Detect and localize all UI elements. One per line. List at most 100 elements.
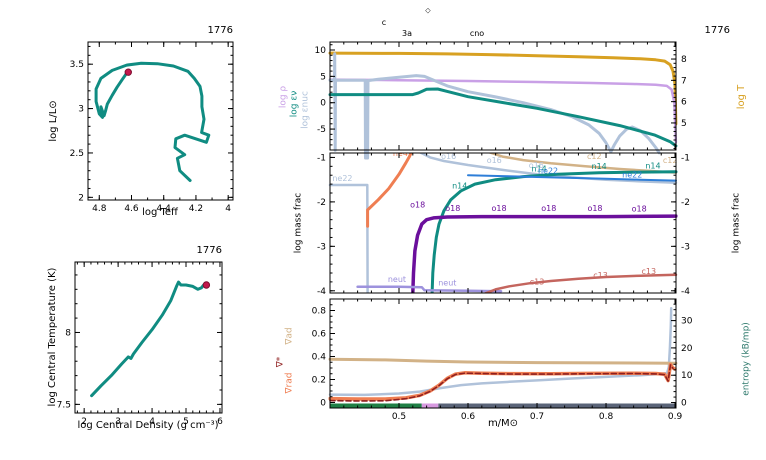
log-rho-axis-label: log ρ: [278, 85, 289, 109]
series-c13: [484, 273, 678, 294]
curve-label-c12: c12: [587, 152, 602, 161]
mixing-strip-convective: [330, 403, 422, 408]
series-o18: [411, 214, 678, 294]
series-n14: [430, 170, 678, 294]
plot-frame: [329, 152, 677, 294]
curve-label-o18: o18: [587, 204, 602, 213]
x-tick-label: 0.7: [530, 412, 544, 422]
y-tick-label: 3: [78, 105, 84, 115]
profile-panel-top: 10 5 0 -5 8 7 6 5: [315, 41, 687, 160]
y-tick-label: 2: [78, 193, 84, 203]
x-tick-label: 6: [217, 417, 223, 427]
trho-x-axis-label: log Central Density (g cm⁻³): [77, 420, 219, 431]
curve-label-o16: o16: [487, 156, 502, 165]
y-tick-label: 0.6: [312, 329, 327, 339]
profile-model-number: 1776: [704, 25, 730, 36]
curve-label-o18: o18: [632, 205, 647, 214]
curve-label-neut: neut: [438, 278, 456, 287]
y2-tick-label: 6: [681, 98, 687, 108]
y2-tick-label: -2: [681, 198, 690, 208]
y2-tick-label: 8: [681, 55, 687, 65]
y-tick-label: 7.5: [57, 400, 71, 410]
curve-label-o16: o16: [441, 152, 456, 161]
series-entropy: [328, 307, 673, 397]
y-tick-label: 3.5: [70, 60, 84, 70]
series-log-rho: [328, 78, 678, 144]
y2-tick-label: -1: [681, 153, 690, 163]
burn-tag-3a: 3a: [402, 29, 412, 38]
y-tick-label: -2: [317, 198, 326, 208]
x-tick-label: 4: [149, 417, 155, 427]
log-eps-nu-axis-label: log εν: [289, 90, 300, 118]
profile-x-axis-label: m/M⊙: [487, 418, 519, 429]
x-tick-label: 5: [183, 417, 189, 427]
y-tick-label: -5: [317, 125, 326, 135]
y2-tick-label: -3: [681, 242, 690, 252]
hr-x-axis-label: log Teff: [142, 207, 178, 218]
series-log-eps-nu: [328, 87, 678, 148]
y-tick-label: 5: [320, 72, 326, 82]
x-tick-label: 4.4: [157, 204, 172, 214]
burn-marker-diamond: ◇: [425, 6, 431, 15]
x-tick-label: 0.9: [668, 412, 683, 422]
y-tick-label: 2.5: [70, 149, 84, 159]
y-tick-label: -4: [317, 287, 326, 297]
y-tick-label: -3: [317, 242, 326, 252]
curve-label-c13: c13: [593, 271, 608, 280]
hr-model-number: 1776: [207, 25, 233, 36]
y2-tick-label: 7: [681, 76, 687, 86]
plot-frame: [329, 41, 677, 151]
y-tick-label: 10: [315, 46, 327, 56]
y2-tick-label: -4: [681, 287, 690, 297]
burn-tag-c: c: [381, 18, 387, 27]
grad-rad-label: ∇rad: [284, 372, 295, 394]
series-central-trho-track: [90, 280, 208, 398]
y2-tick-label: 20: [681, 344, 693, 354]
curve-label-ne22: ne22: [622, 170, 642, 179]
plot-frame: [87, 41, 234, 201]
trho-model-number: 1776: [196, 245, 222, 256]
series-log-eps-nuc: [328, 52, 661, 160]
y2-tick-label: 5: [681, 119, 687, 129]
x-tick-label: 0.6: [461, 412, 476, 422]
x-tick-label: 3: [115, 417, 121, 427]
log-T-axis-label: log T: [736, 84, 747, 110]
central-trho-panel: 2 3 4 5 6 7.5 8: [57, 261, 223, 427]
curve-label-neut: neut: [388, 275, 406, 284]
plot-frame: [74, 261, 223, 414]
y2-tick-label: 0: [681, 399, 687, 409]
curve-label-c13: c13: [530, 278, 545, 287]
series-c12: [487, 152, 678, 174]
y-tick-label: -1: [317, 153, 326, 163]
y-tick-label: 0.4: [312, 352, 327, 362]
y-tick-label: 0.8: [312, 306, 327, 316]
grad-star-label: ∇*: [275, 356, 286, 368]
y2-tick-label: 30: [681, 317, 693, 327]
y-tick-label: 0.2: [312, 375, 326, 385]
series-he4: [366, 152, 413, 228]
current-model-marker: [202, 281, 211, 289]
curve-label-he4: he4: [393, 149, 408, 158]
curve-label-n14: n14: [531, 165, 546, 174]
y-tick-label: 0: [320, 398, 326, 408]
curve-label-o18: o18: [445, 204, 460, 213]
series-ne22-core: [328, 183, 369, 294]
curve-label-c12: c12: [663, 156, 678, 165]
grad-ad-label: ∇ad: [284, 327, 295, 345]
curve-label-c13: c13: [642, 267, 657, 276]
x-tick-label: 4: [225, 204, 231, 214]
y2-tick-label: 10: [681, 371, 693, 381]
x-tick-label: 4.8: [92, 204, 107, 214]
curve-label-o18: o18: [541, 204, 556, 213]
curve-label-o18: o18: [410, 201, 425, 210]
y-tick-label: 0: [320, 99, 326, 109]
x-tick-label: 4.6: [124, 204, 139, 214]
x-tick-label: 0.5: [392, 412, 406, 422]
x-tick-label: 2: [81, 417, 87, 427]
y-tick-label: 8: [65, 328, 71, 338]
mixing-strip-semiconvective: [421, 403, 439, 408]
curve-label-n14: n14: [452, 182, 467, 191]
series-o16: [418, 152, 678, 185]
